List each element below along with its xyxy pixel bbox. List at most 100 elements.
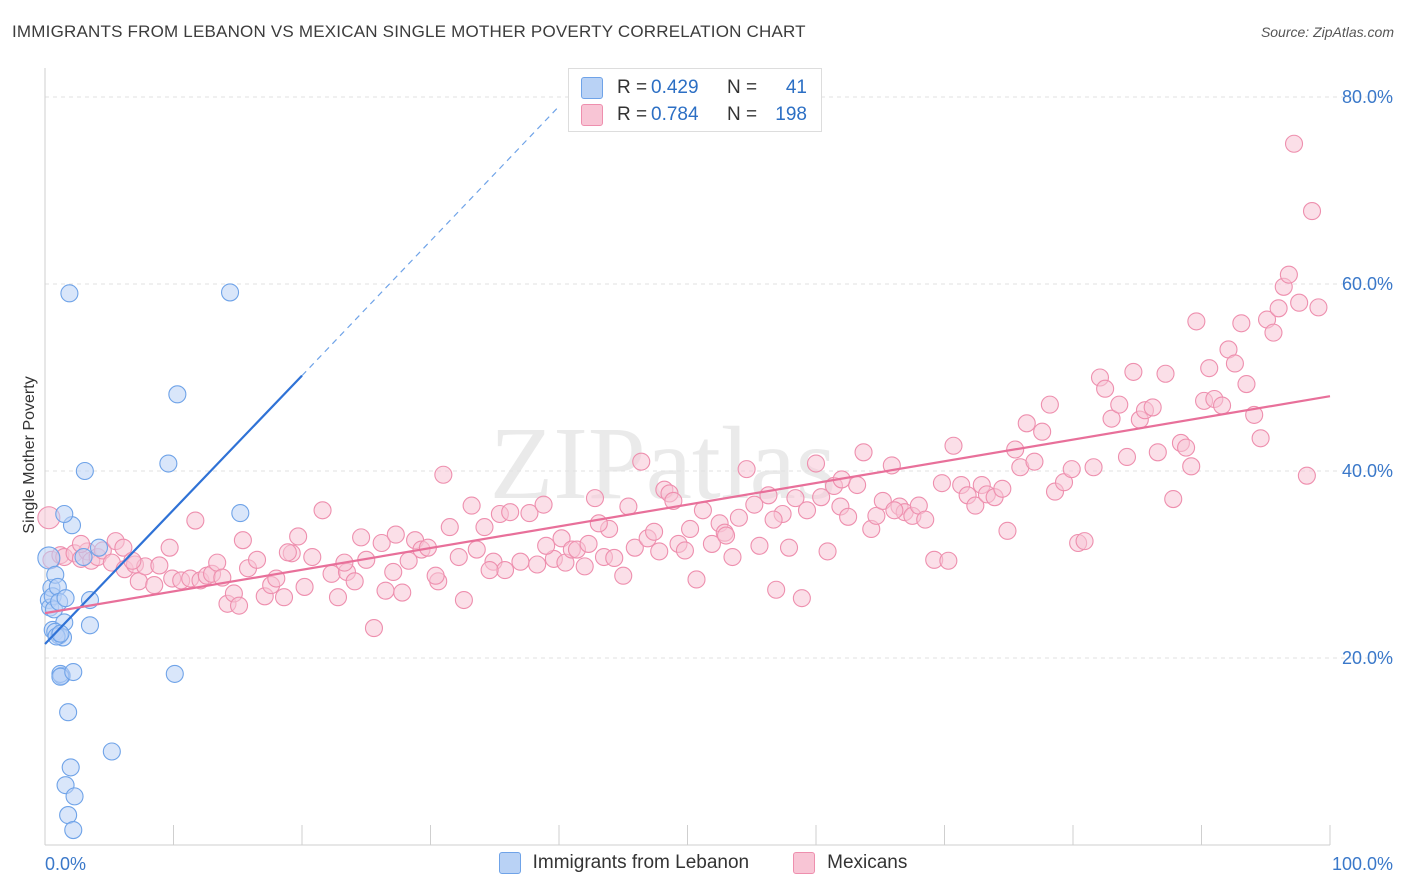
y-tick-label: 60.0% [1342, 274, 1393, 294]
lebanon-point [231, 504, 250, 523]
mexicans-point [625, 538, 644, 557]
mexicans-point [702, 534, 721, 553]
lebanon-point [64, 662, 83, 682]
mexicans-point [806, 454, 826, 473]
mexicans-point [916, 510, 935, 529]
mexicans-point [1084, 458, 1103, 477]
lebanon-point [80, 616, 100, 635]
mexicans-point [812, 488, 831, 507]
lebanon-point [56, 589, 75, 608]
mexicans-point [589, 514, 608, 533]
mexicans-trend-line [44, 395, 1331, 615]
mexicans-point [440, 518, 459, 537]
mexicans-point [274, 588, 294, 607]
mexicans-point [1237, 374, 1256, 394]
stats-row-lebanon: R = 0.429 N = 41 [581, 76, 807, 100]
mexicans-point [779, 538, 799, 557]
stats-row-mexicans: R = 0.784 N = 198 [581, 103, 807, 127]
mexicans-point [328, 588, 348, 607]
mexicans-point [1213, 396, 1232, 415]
mexicans-point [160, 538, 179, 557]
series-legend: Immigrants from Lebanon Mexicans [0, 852, 1406, 874]
trend-lines [44, 105, 1331, 645]
y-tick-label: 20.0% [1342, 648, 1393, 668]
mexicans-point [376, 581, 395, 600]
mexicans-point [123, 551, 142, 570]
lebanon-point [65, 787, 84, 806]
mexicans-point [1182, 457, 1201, 476]
mexicans-point [313, 501, 332, 520]
mexicans-point [1279, 265, 1298, 284]
mexicans-point [114, 538, 133, 557]
n-value: 198 [775, 104, 807, 125]
mexicans-point [1143, 398, 1162, 417]
chart-title: IMMIGRANTS FROM LEBANON VS MEXICAN SINGL… [12, 22, 806, 41]
mexicans-point [675, 541, 694, 560]
mexicans-point [454, 590, 473, 610]
mexicans-point [229, 596, 249, 615]
legend-item-mexicans[interactable]: Mexicans [793, 852, 907, 874]
mexicans-swatch [581, 104, 603, 126]
mexicans-point [303, 547, 322, 567]
mexicans-point [537, 536, 556, 555]
data-points [37, 134, 1328, 840]
mexicans-point [1148, 443, 1167, 462]
mexicans-point [998, 521, 1017, 540]
lebanon-point [59, 703, 78, 722]
mexicans-point [848, 475, 867, 495]
mexicans-point [1232, 314, 1251, 333]
mexicans-point [1110, 395, 1129, 414]
mexicans-point [233, 531, 252, 550]
n-value: 41 [785, 77, 807, 98]
mexicans-point [1251, 429, 1270, 448]
mexicans-point [1297, 466, 1316, 485]
mexicans-point [384, 562, 403, 582]
mexicans-point [786, 489, 805, 508]
mexicans-point [750, 536, 769, 555]
lebanon-point [51, 624, 70, 643]
mexicans-point [619, 497, 638, 516]
mexicans-point [1096, 379, 1115, 398]
mexicans-point [1156, 364, 1175, 383]
mexicans-point [1284, 134, 1304, 153]
mexicans-point [993, 479, 1012, 498]
stats-legend: R = 0.429 N = 41 R = 0.784 N = 198 [568, 68, 822, 132]
lebanon-trend-extension [301, 105, 560, 377]
mexicans-point [605, 548, 624, 568]
mexicans-point [1033, 422, 1052, 441]
mexicans-point [1102, 409, 1121, 428]
x-tick-label: 100.0% [1332, 854, 1393, 874]
mexicans-point [372, 533, 391, 553]
lebanon-trend-line [44, 374, 303, 645]
mexicans-point [1017, 414, 1036, 433]
mexicans-point [1075, 532, 1094, 551]
mexicans-point [552, 529, 571, 548]
mexicans-point [693, 501, 712, 520]
mexicans-point [1225, 354, 1244, 373]
mexicans-point [475, 518, 494, 537]
mexicans-point [426, 566, 445, 585]
lebanon-point [220, 283, 240, 302]
lebanon-point [75, 461, 94, 481]
mexicans-point [511, 552, 530, 571]
mexicans-point [386, 525, 405, 544]
lebanon-point [89, 538, 109, 557]
mexicans-point [1187, 312, 1206, 331]
legend-label-lebanon: Immigrants from Lebanon [532, 852, 750, 873]
mexicans-point [434, 465, 453, 484]
mexicans-point [1290, 293, 1309, 312]
mexicans-point [247, 550, 267, 569]
mexicans-point [462, 496, 481, 515]
lebanon-swatch [581, 77, 603, 99]
mexicans-point [944, 436, 963, 455]
mexicans-point [681, 519, 700, 539]
mexicans-point [664, 491, 683, 510]
legend-item-lebanon[interactable]: Immigrants from Lebanon [498, 852, 750, 874]
mexicans-point [854, 443, 873, 462]
mexicans-point [345, 572, 364, 591]
mexicans-point [278, 543, 297, 562]
mexicans-point [1117, 447, 1137, 467]
r-label: R = [617, 77, 648, 98]
mexicans-point [495, 561, 515, 580]
